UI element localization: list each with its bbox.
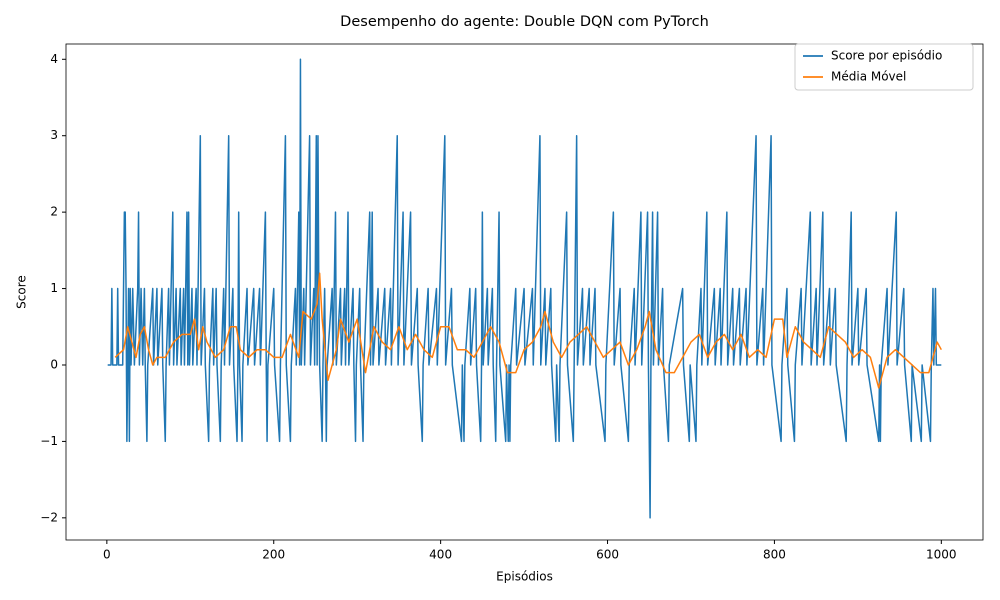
y-tick-label: 0	[50, 357, 58, 371]
y-tick-label: 2	[50, 205, 58, 219]
series-line	[107, 58, 942, 519]
legend-label: Score por episódio	[831, 49, 942, 63]
x-tick-label: 200	[262, 548, 285, 562]
y-tick-label: 1	[50, 281, 58, 295]
x-axis-label: Episódios	[496, 570, 553, 584]
series-line	[114, 272, 942, 389]
y-tick-label: −1	[40, 434, 58, 448]
y-tick-label: 4	[50, 52, 58, 66]
legend-label: Média Móvel	[831, 70, 906, 84]
x-tick-label: 600	[596, 548, 619, 562]
legend-box	[794, 43, 974, 91]
y-tick-label: −2	[40, 510, 58, 524]
plot-frame	[65, 43, 984, 541]
y-axis-label: Score	[15, 275, 29, 309]
x-tick-label: 400	[429, 548, 452, 562]
y-tick-label: 3	[50, 128, 58, 142]
chart-title: Desempenho do agente: Double DQN com PyT…	[340, 14, 709, 30]
x-tick-label: 1000	[926, 548, 957, 562]
x-tick-label: 800	[763, 548, 786, 562]
x-tick-label: 0	[103, 548, 111, 562]
